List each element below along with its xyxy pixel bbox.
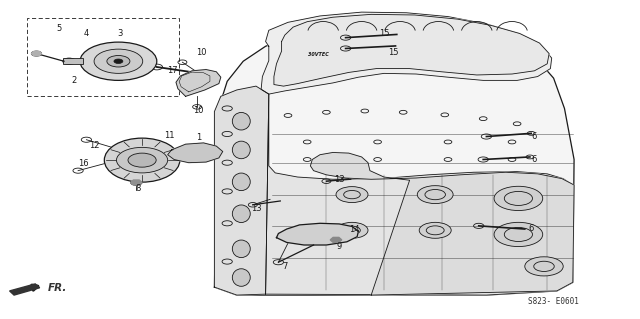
Polygon shape	[214, 27, 574, 295]
Polygon shape	[330, 237, 342, 242]
Text: 6: 6	[532, 155, 537, 164]
Ellipse shape	[232, 141, 250, 159]
Text: 15: 15	[388, 48, 399, 57]
Text: 6: 6	[532, 132, 537, 141]
Bar	[63, 58, 83, 64]
Ellipse shape	[232, 173, 250, 191]
Text: 13: 13	[334, 175, 344, 184]
Polygon shape	[274, 14, 549, 86]
Polygon shape	[168, 143, 223, 163]
Circle shape	[336, 222, 368, 238]
Text: 5: 5	[56, 24, 61, 33]
Circle shape	[419, 222, 451, 238]
Circle shape	[107, 56, 130, 67]
Text: 3: 3	[118, 29, 123, 38]
Ellipse shape	[104, 138, 180, 182]
Circle shape	[80, 42, 157, 80]
Text: 16: 16	[78, 159, 88, 168]
Text: 17: 17	[168, 66, 178, 75]
Polygon shape	[310, 152, 574, 295]
Circle shape	[116, 147, 168, 173]
Circle shape	[114, 59, 123, 63]
Circle shape	[525, 257, 563, 276]
Polygon shape	[176, 70, 221, 96]
Circle shape	[128, 153, 156, 167]
Text: 1: 1	[196, 133, 201, 142]
Text: 11: 11	[164, 131, 175, 140]
Polygon shape	[131, 180, 142, 185]
Text: 4: 4	[84, 29, 89, 38]
Ellipse shape	[232, 240, 250, 258]
Polygon shape	[266, 94, 573, 295]
Ellipse shape	[232, 205, 250, 223]
Circle shape	[494, 222, 543, 247]
Circle shape	[94, 49, 143, 73]
Text: S823- E0601: S823- E0601	[529, 297, 579, 306]
Polygon shape	[261, 12, 552, 94]
Text: 10: 10	[196, 48, 207, 57]
Text: 30VTEC: 30VTEC	[308, 52, 329, 57]
Text: 14: 14	[349, 225, 359, 234]
Ellipse shape	[232, 113, 250, 130]
Circle shape	[494, 186, 543, 211]
Polygon shape	[276, 223, 358, 245]
Bar	[27, 18, 179, 96]
Circle shape	[417, 186, 453, 204]
Text: 15: 15	[379, 29, 389, 38]
Text: 10: 10	[193, 106, 204, 115]
Text: 13: 13	[251, 204, 261, 213]
Polygon shape	[214, 86, 269, 295]
Text: 9: 9	[337, 242, 342, 251]
Polygon shape	[31, 51, 42, 56]
Text: FR.: FR.	[48, 283, 67, 293]
Text: 6: 6	[529, 224, 534, 233]
Ellipse shape	[232, 269, 250, 286]
Text: 8: 8	[135, 184, 140, 193]
Text: 12: 12	[90, 141, 100, 150]
Text: 7: 7	[282, 262, 287, 271]
Polygon shape	[10, 284, 40, 295]
Circle shape	[336, 187, 368, 203]
Text: 2: 2	[71, 76, 76, 85]
